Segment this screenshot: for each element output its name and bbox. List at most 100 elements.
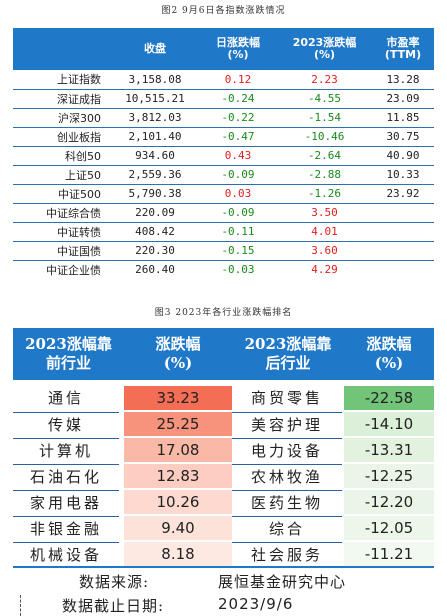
bottom-industry-change: -12.20 (344, 490, 434, 514)
close-value: 934.60 (111, 146, 199, 166)
bottom-industry-name: 医药生物 (232, 490, 342, 514)
ranking-row: 传媒 25.25 美容护理 -14.10 (13, 410, 434, 436)
bottom-industry-change: -13.31 (344, 438, 434, 462)
ytd-change-value: -10.46 (277, 127, 372, 147)
dashed-divider (20, 595, 21, 616)
top-industry-name: 通信 (47, 389, 84, 407)
pe-value: 23.92 (372, 184, 434, 204)
ytd-change-value: 4.29 (311, 263, 338, 277)
top-industry-change: 25.25 (124, 412, 232, 436)
index-performance-table: 收盘 日涨跌幅 (%) 2023涨跌幅 (%) 市盈率 (TTM) 上证指数 3,… (13, 28, 434, 279)
bottom-industry-change: -12.05 (344, 516, 434, 540)
ranking-row: 家用电器 10.26 医药生物 -12.20 (13, 488, 434, 514)
table-row: 上证50 2,559.36 -0.09 -2.88 10.33 (13, 165, 434, 185)
close-value: 10,515.21 (111, 89, 199, 109)
header-ytd-change: 2023涨跌幅 (%) (277, 28, 372, 70)
ytd-change-value: -2.64 (277, 146, 372, 166)
table-row: 科创50 934.60 0.43 -2.64 40.90 (13, 146, 434, 166)
top-industry-name: 家用电器 (13, 490, 119, 514)
index-name: 深证成指 (13, 89, 111, 109)
top-industry-change: 8.18 (124, 542, 232, 566)
top-industry-change: 9.40 (124, 516, 232, 540)
top-industry-name: 机械设备 (13, 542, 119, 566)
bottom-industry-name: 社会服务 (232, 542, 342, 566)
index-name: 中证企业债 (46, 263, 101, 277)
day-change-value: -0.09 (199, 165, 277, 185)
figure1-caption: 图2 9月6日各指数涨跌情况 (161, 6, 286, 16)
pe-value (372, 241, 434, 261)
bottom-industry-change: -22.58 (344, 386, 434, 410)
top-industry-name: 石油石化 (13, 464, 119, 488)
close-value: 3,812.03 (111, 108, 199, 128)
bottom-industry-name: 农林牧渔 (232, 464, 342, 488)
bottom-industry-name: 综合 (232, 516, 342, 540)
pe-value (372, 260, 434, 279)
day-change-value: -0.15 (199, 241, 277, 261)
pe-value: 11.85 (372, 108, 434, 128)
header-bottom-industries: 2023涨幅靠 后行业 (244, 335, 332, 372)
source-label: 数据来源: (79, 573, 150, 591)
header-day-change: 日涨跌幅 (%) (199, 28, 277, 70)
header-bottom-change: 涨跌幅 (%) (366, 335, 412, 372)
pe-value (372, 222, 434, 242)
header-close: 收盘 (111, 28, 199, 70)
close-value: 260.40 (135, 263, 175, 277)
pe-value: 13.28 (372, 70, 434, 90)
ytd-change-value: 3.60 (277, 241, 372, 261)
ranking-row: 计算机 17.08 电力设备 -13.31 (13, 436, 434, 462)
pe-value: 10.33 (372, 165, 434, 185)
close-value: 408.42 (111, 222, 199, 242)
pe-value: 30.75 (372, 127, 434, 147)
table-row: 中证企业债 260.40 -0.03 4.29 (13, 260, 434, 279)
ytd-change-value: -2.88 (277, 165, 372, 185)
index-name: 创业板指 (13, 127, 111, 147)
bottom-industry-name: 美容护理 (232, 412, 342, 436)
day-change-value: -0.47 (199, 127, 277, 147)
date-label: 数据截止日期: (62, 597, 165, 615)
close-value: 5,790.38 (111, 184, 199, 204)
day-change-value: -0.11 (199, 222, 277, 242)
ytd-change-value: 4.01 (277, 222, 372, 242)
close-value: 220.09 (111, 203, 199, 223)
header-top-industries: 2023涨幅靠 前行业 (25, 335, 112, 372)
index-name: 上证指数 (13, 70, 111, 90)
bottom-industry-change: -12.25 (344, 464, 434, 488)
day-change-value: 0.12 (199, 70, 277, 90)
source-value: 展恒基金研究中心 (218, 573, 347, 591)
index-name: 中证综合债 (13, 203, 111, 223)
industry-ranking-table: 2023涨幅靠 前行业 涨跌幅 (%) 2023涨幅靠 后行业 涨跌幅 (%) … (13, 328, 434, 568)
day-change-value: 0.03 (199, 184, 277, 204)
bottom-industry-change: -14.10 (344, 412, 434, 436)
ytd-change-value: -4.55 (277, 89, 372, 109)
table-row: 沪深300 3,812.03 -0.22 -1.54 11.85 (13, 108, 434, 128)
top-industry-change: 12.83 (124, 464, 232, 488)
table-row: 中证转债 408.42 -0.11 4.01 (13, 222, 434, 242)
top-industry-change: 10.26 (124, 490, 232, 514)
ranking-body: 通信 33.23 商贸零售 -22.58 传媒 25.25 美容护理 -14.10 计算机 17.… (13, 380, 434, 566)
index-name: 中证500 (13, 184, 111, 204)
index-name: 中证转债 (13, 222, 111, 242)
bottom-industry-change: -11.21 (344, 542, 434, 566)
ytd-change-value: 2.23 (277, 70, 372, 90)
table-row: 深证成指 10,515.21 -0.24 -4.55 23.09 (13, 89, 434, 109)
table-row: 中证国债 220.30 -0.15 3.60 (13, 241, 434, 261)
top-industry-name: 计算机 (13, 438, 119, 462)
table-row: 创业板指 2,101.40 -0.47 -10.46 30.75 (13, 127, 434, 147)
day-change-value: -0.22 (199, 108, 277, 128)
bottom-industry-name: 电力设备 (232, 438, 342, 462)
pe-value: 23.09 (372, 89, 434, 109)
table-row: 中证500 5,790.38 0.03 -1.26 23.92 (13, 184, 434, 204)
top-industry-change: 33.23 (124, 386, 232, 410)
index-name: 中证国债 (13, 241, 111, 261)
top-industry-name: 非银金融 (13, 516, 119, 540)
table-row: 上证指数 3,158.08 0.12 2.23 13.28 (13, 70, 434, 90)
top-industry-name: 传媒 (13, 412, 119, 436)
close-value: 2,559.36 (111, 165, 199, 185)
close-value: 3,158.08 (111, 70, 199, 90)
ytd-change-value: -1.54 (277, 108, 372, 128)
index-name: 科创50 (13, 146, 111, 166)
date-value: 2023/9/6 (218, 595, 294, 613)
day-change-value: -0.03 (221, 263, 255, 277)
day-change-value: -0.24 (199, 89, 277, 109)
close-value: 2,101.40 (111, 127, 199, 147)
